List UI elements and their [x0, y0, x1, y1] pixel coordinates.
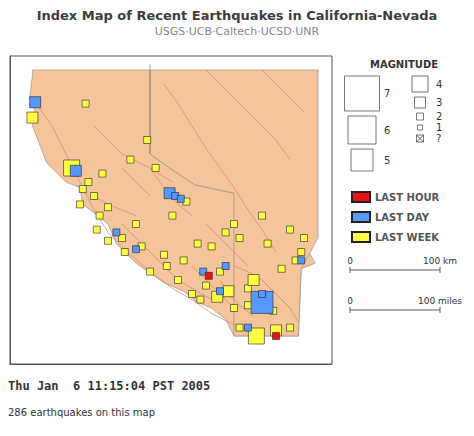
svg-text:5: 5 [384, 155, 390, 166]
svg-text:1: 1 [436, 122, 442, 133]
svg-text:LAST HOUR: LAST HOUR [375, 192, 440, 203]
svg-text:6: 6 [384, 125, 390, 136]
svg-text:LAST DAY: LAST DAY [375, 212, 430, 223]
svg-text:7: 7 [384, 88, 390, 99]
svg-text:?: ? [436, 133, 441, 144]
svg-text:Thu Jan 6 11:15:04 PST 2005: Thu Jan 6 11:15:04 PST 2005 [8, 379, 210, 393]
svg-text:100 miles: 100 miles [418, 296, 462, 306]
svg-text:4: 4 [436, 79, 442, 90]
svg-text:3: 3 [436, 97, 442, 108]
svg-text:USGS·UCB·Caltech·UCSD·UNR: USGS·UCB·Caltech·UCSD·UNR [155, 25, 320, 38]
svg-text:LAST WEEK: LAST WEEK [375, 232, 440, 243]
svg-text:0: 0 [347, 296, 353, 306]
svg-text:2: 2 [436, 111, 442, 122]
svg-text:MAGNITUDE: MAGNITUDE [370, 59, 438, 70]
svg-text:286 earthquakes on this map: 286 earthquakes on this map [8, 407, 155, 418]
svg-text:0: 0 [347, 256, 353, 266]
svg-text:100 km: 100 km [423, 256, 457, 266]
svg-text:Index Map of Recent Earthquake: Index Map of Recent Earthquakes in Calif… [37, 8, 438, 23]
